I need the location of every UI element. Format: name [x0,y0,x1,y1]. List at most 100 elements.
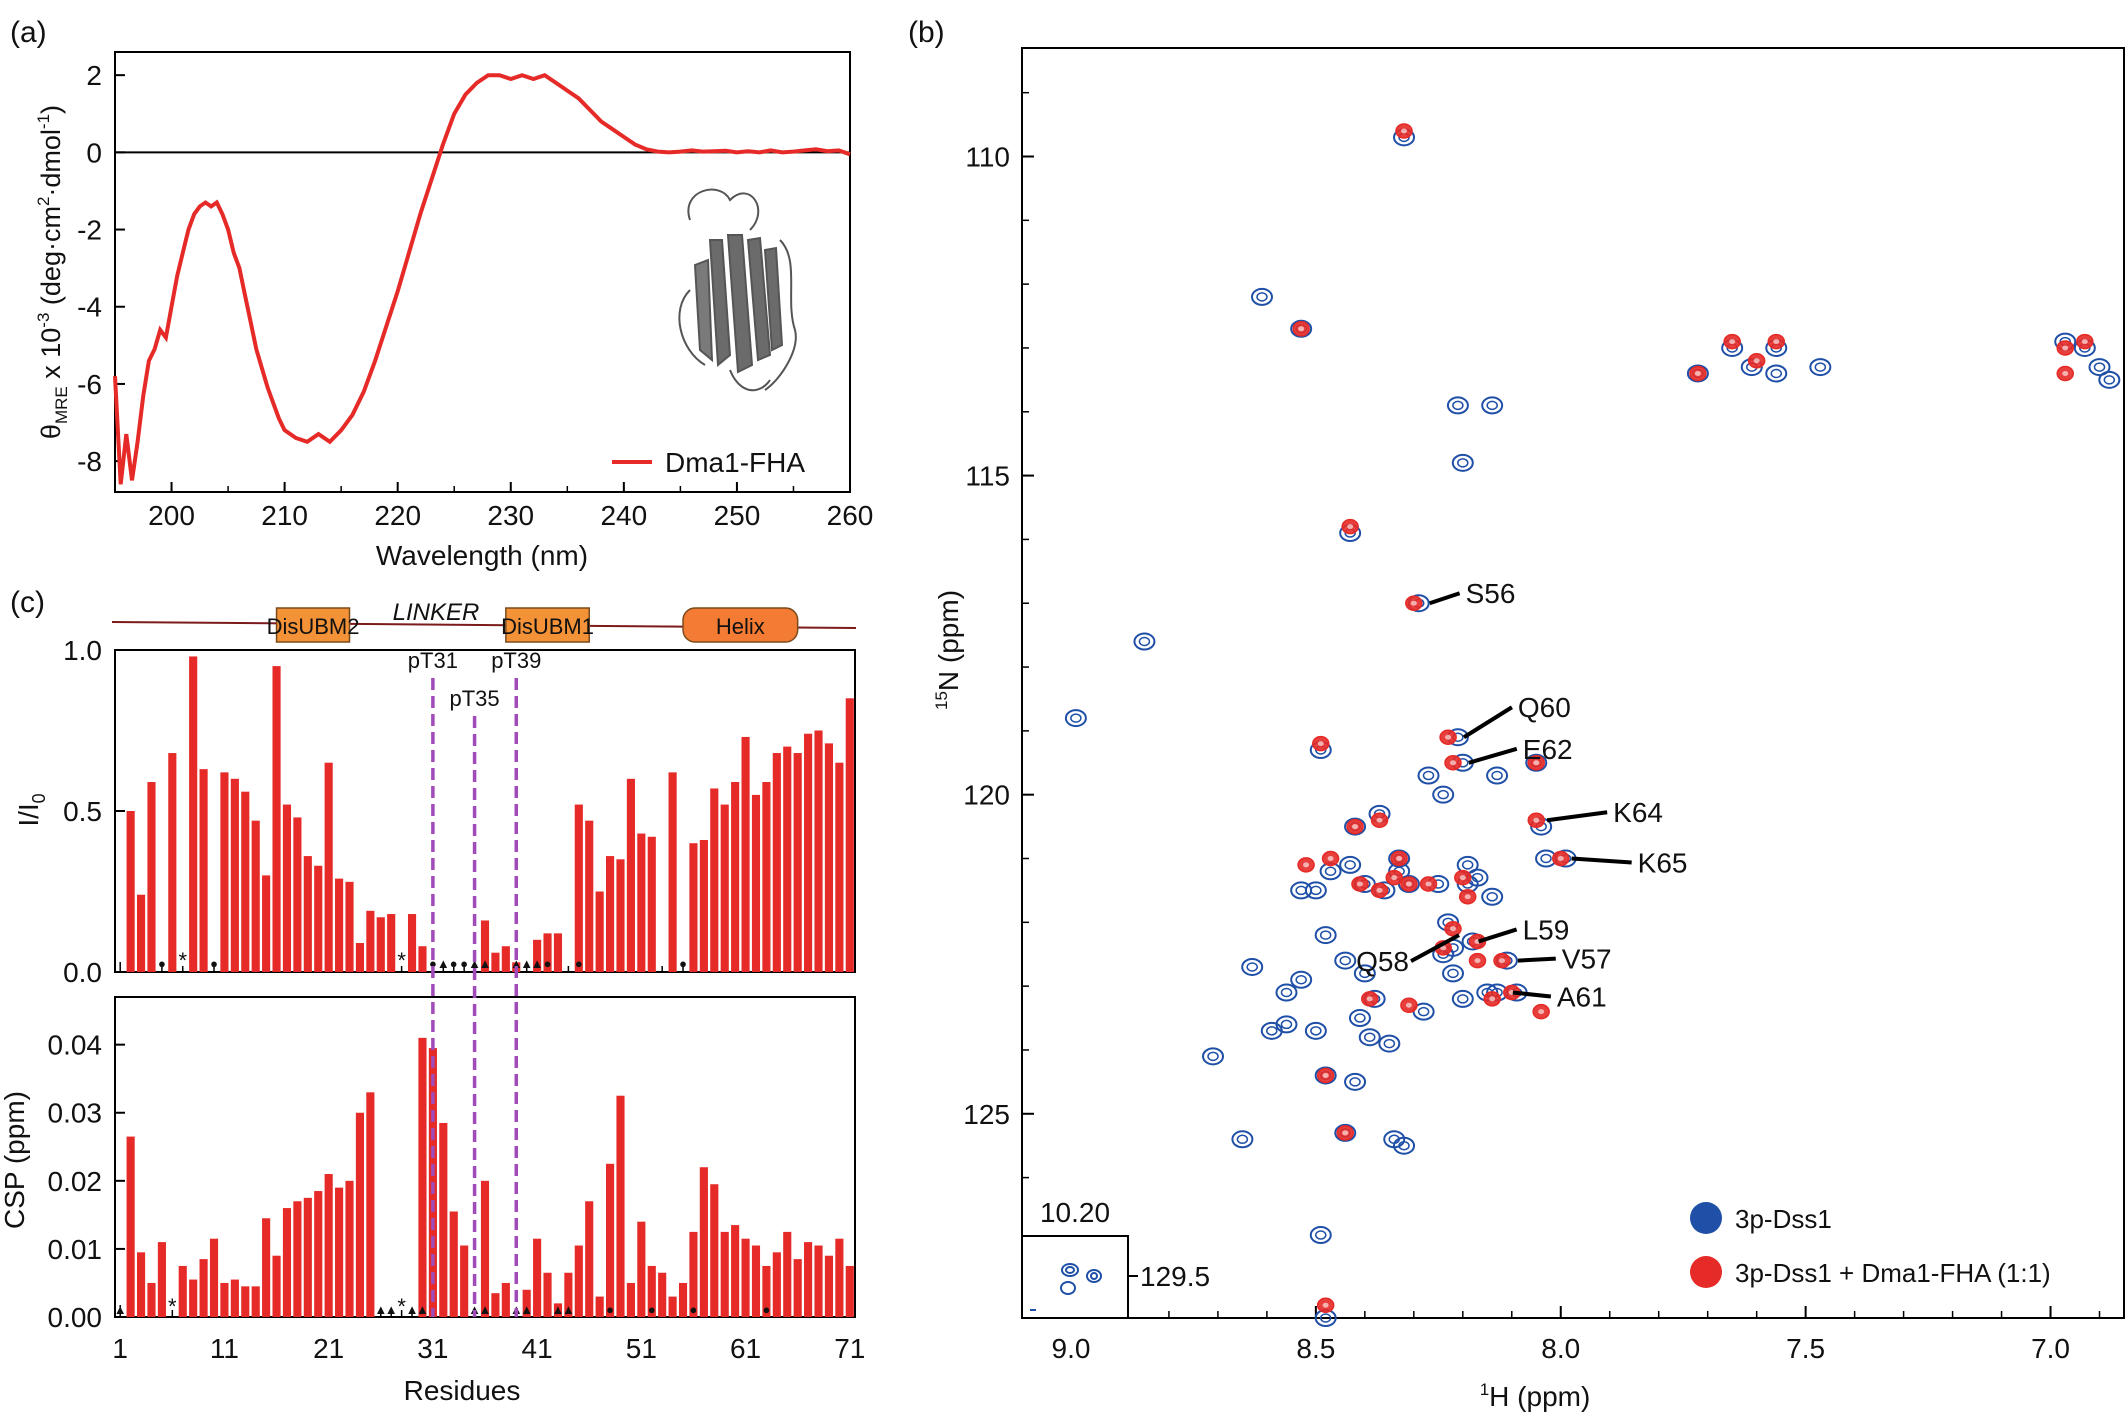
residue-bars-panel: DisUBM2 DisUBM1 Helix LINKER 0.0 0.5 1.0 ● * ●… [0,599,865,1406]
hsqc-peak-bound-core [1352,824,1359,830]
csp-x-tick-label: 11 [210,1333,239,1364]
phospho-label: pT35 [449,686,499,711]
csp-bar [804,1242,813,1317]
cd-series-line [113,72,851,485]
intensity-bar [147,782,156,972]
hsqc-peak-free [1481,396,1504,415]
hsqc-peak-bound-core [2081,339,2088,345]
csp-bar [345,1180,354,1317]
intensity-bar [126,811,135,972]
hsqc-peak-free-inner [1461,860,1474,870]
intensity-bar [199,769,208,972]
intensity-y-axis-label: I/I0 [13,793,49,826]
csp-bar [564,1272,573,1317]
csp-bar [793,1259,802,1317]
csp-bar [710,1184,719,1317]
intensity-bar [220,772,229,972]
hsqc-peak-bound-core [1464,894,1471,900]
hsqc-peak-bound-core [1489,996,1496,1002]
csp-y-tick-label: 0.03 [48,1098,103,1129]
domain-label: Helix [716,614,765,639]
csp-x-tick-label: 51 [626,1333,657,1364]
csp-bar [178,1265,187,1317]
csp-bar [647,1265,656,1317]
hsqc-peak-free-inner [1359,968,1371,979]
hsqc-peak-bound-core [1322,1302,1329,1308]
csp-bar [606,1163,615,1317]
intensity-bar [814,730,823,972]
intensity-bar [783,746,792,972]
hsqc-peak-bound-core [1396,856,1403,862]
intensity-bar [668,772,677,972]
intensity-bar [282,804,292,972]
csp-bar [439,1122,448,1317]
csp-bar [314,1191,323,1317]
intensity-bar [720,804,729,972]
intensity-marker: ▲ [531,956,544,971]
hsqc-peak-bound-core [1366,996,1373,1002]
csp-y-tick-label: 0.02 [48,1166,103,1197]
intensity-bar [345,881,354,972]
intensity-bar [189,656,198,972]
csp-x-tick-label: 71 [834,1333,865,1364]
hsqc-peak-bound-core [1498,958,1505,964]
csp-y-tick-label: 0.04 [48,1030,103,1061]
hsqc-peak-free-inner [1457,458,1469,468]
hsqc-x-axis-label: 1H (ppm) [1480,1380,1591,1412]
hsqc-peak-free-inner [2093,362,2106,372]
csp-marker: ▲ [552,1302,565,1317]
csp-x-tick-label: 21 [313,1333,344,1364]
intensity-marker: ● [575,956,583,971]
intensity-bar [272,666,281,972]
csp-bar [491,1293,500,1317]
csp-bar [616,1095,625,1317]
hsqc-peak-bound-core [1322,1072,1329,1078]
intensity-bar [835,762,844,972]
hsqc-y-axis-label: 15N (ppm) [932,590,964,710]
protein-structure-image [678,188,797,392]
hsqc-peak-bound-core [1356,881,1363,887]
hsqc-annotation-label: Q58 [1356,946,1409,977]
hsqc-peak-free-inner [2103,375,2116,385]
hsqc-peak-free [1348,1009,1371,1028]
hsqc-peak-free [1432,785,1455,804]
cd-x-tick-label: 240 [600,500,647,531]
hsqc-annotation-label: K64 [1613,797,1663,828]
csp-bar [595,1296,604,1317]
intensity-bar [366,910,375,972]
csp-bar [533,1238,542,1317]
hsqc-peak-free [1290,970,1313,989]
intensity-marker: ● [429,956,437,971]
hsqc-peak-free [1202,1047,1225,1066]
csp-bar [220,1282,229,1317]
hsqc-peak-free-inner [1344,860,1356,870]
hsqc-peak-free [1481,887,1504,906]
hsqc-peak-free [1525,753,1548,772]
hsqc-peaks-bound [1292,123,2094,1313]
csp-bar [272,1255,281,1317]
hsqc-peak-bound-core [1410,600,1417,606]
hsqc-legend-blue-dot [1690,1202,1722,1234]
intensity-marker: * [397,948,406,973]
hsqc-peak-free [1334,951,1357,970]
hsqc-peak-bound-core [1376,887,1383,893]
hsqc-peak-free-inner [1138,636,1151,647]
cd-legend-label: Dma1-FHA [665,447,805,478]
hsqc-peak-free [1309,1226,1332,1245]
intensity-bar [626,778,635,972]
hsqc-peak-free [2098,370,2121,389]
hsqc-peak-bound-core [1298,326,1305,332]
intensity-bar [793,753,802,972]
csp-bar [324,1174,333,1317]
hsqc-peak-free [1290,881,1313,900]
intensity-bar [324,762,333,972]
csp-bar [845,1265,854,1317]
hsqc-peak-free-inner [1457,994,1469,1004]
intensity-bar [335,878,344,972]
csp-bar [585,1201,594,1317]
hsqc-annotation-leader [1517,956,1556,963]
csp-bar [699,1167,708,1317]
intensity-bar [251,820,260,972]
intensity-bar [543,933,552,972]
hsqc-peak-free-inner [1319,930,1332,940]
